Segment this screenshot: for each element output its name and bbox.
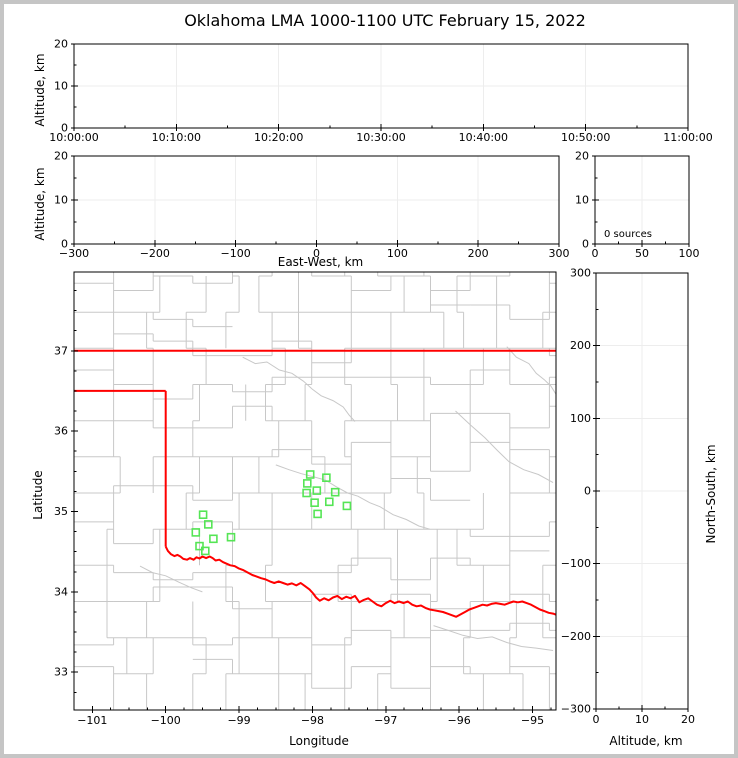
time-tick-label: 10:20:00 xyxy=(254,131,303,144)
county-boundaries xyxy=(74,272,556,710)
time-tick-label: 10:10:00 xyxy=(152,131,201,144)
altitude-tick-label: 0 xyxy=(61,122,68,135)
altitude-tick-label: 20 xyxy=(54,38,68,51)
hist-x-tick-label: 50 xyxy=(635,247,649,260)
station-marker xyxy=(330,487,340,497)
ew-tick-label: −300 xyxy=(59,247,89,260)
river-line xyxy=(506,346,556,395)
ns-y-tick-label: −200 xyxy=(561,630,591,643)
time-tick-label: 10:00:00 xyxy=(49,131,98,144)
latitude-tick-label: 34 xyxy=(54,585,68,598)
time-tick-label: 10:30:00 xyxy=(356,131,405,144)
histogram-annotation: 0 sources xyxy=(604,229,652,240)
ew-tick-label: −100 xyxy=(221,247,251,260)
river-line xyxy=(455,410,554,484)
altitude-tick-label: 10 xyxy=(54,194,68,207)
hist-y-tick-label: 20 xyxy=(575,150,589,163)
ns-y-tick-label: 0 xyxy=(584,485,591,498)
time-tick-label: 11:00:00 xyxy=(663,131,712,144)
river-line xyxy=(275,464,430,530)
station-marker xyxy=(310,498,319,508)
latitude-tick-label: 33 xyxy=(54,666,68,679)
figure-title: Oklahoma LMA 1000-1100 UTC February 15, … xyxy=(184,11,586,30)
ns-panel-ylabel: North-South, km xyxy=(704,444,718,544)
state-border-red-river xyxy=(164,546,556,618)
latitude-tick-label: 36 xyxy=(54,425,68,438)
station-marker xyxy=(302,479,312,488)
hist-x-tick-label: 0 xyxy=(592,247,599,260)
river-line xyxy=(433,625,554,651)
ns-y-tick-label: 300 xyxy=(570,267,591,280)
longitude-tick-label: −98 xyxy=(301,714,324,727)
ns-panel-xlabel: Altitude, km xyxy=(609,734,683,748)
longitude-tick-label: −101 xyxy=(77,714,107,727)
altitude-tick-label: 20 xyxy=(54,150,68,163)
ns-x-tick-label: 20 xyxy=(681,713,695,726)
station-marker xyxy=(226,532,236,542)
ew-tick-label: 300 xyxy=(549,247,570,260)
ew-tick-label: −200 xyxy=(140,247,170,260)
altitude-tick-label: 0 xyxy=(61,238,68,251)
ns-y-tick-label: −300 xyxy=(561,703,591,716)
ew-tick-label: 200 xyxy=(468,247,489,260)
station-marker xyxy=(209,534,218,544)
station-marker xyxy=(324,497,334,507)
latitude-tick-label: 35 xyxy=(54,505,68,518)
ew-tick-label: 0 xyxy=(313,247,320,260)
station-marker xyxy=(195,541,204,551)
station-marker xyxy=(313,509,322,519)
ew-tick-label: 100 xyxy=(387,247,408,260)
station-marker xyxy=(312,486,322,495)
ns-y-tick-label: −100 xyxy=(561,557,591,570)
ns-x-tick-label: 10 xyxy=(635,713,649,726)
river-line xyxy=(242,356,356,422)
station-marker xyxy=(191,528,201,537)
map-xlabel: Longitude xyxy=(289,734,349,748)
time-tick-label: 10:50:00 xyxy=(561,131,610,144)
ew-panel-ylabel: Altitude, km xyxy=(33,167,47,241)
hist-x-tick-label: 100 xyxy=(679,247,700,260)
longitude-tick-label: −97 xyxy=(374,714,397,727)
time-tick-label: 10:40:00 xyxy=(459,131,508,144)
longitude-tick-label: −95 xyxy=(521,714,544,727)
station-marker xyxy=(302,488,311,498)
ns-x-tick-label: 0 xyxy=(593,713,600,726)
station-marker xyxy=(342,501,352,511)
altitude-tick-label: 10 xyxy=(54,80,68,93)
longitude-tick-label: −99 xyxy=(227,714,250,727)
longitude-tick-label: −100 xyxy=(151,714,181,727)
ns-y-tick-label: 200 xyxy=(570,339,591,352)
station-marker xyxy=(198,510,208,520)
plot-panels: 10:00:00 10:10:00 10:20:00 10:30:00 10:40:00… xyxy=(49,38,712,728)
hist-y-tick-label: 10 xyxy=(575,194,589,207)
time-panel-ylabel: Altitude, km xyxy=(33,53,47,127)
map-ylabel: Latitude xyxy=(31,470,45,520)
latitude-tick-label: 37 xyxy=(54,344,68,357)
longitude-tick-label: −96 xyxy=(448,714,471,727)
river-line xyxy=(139,565,203,593)
hist-y-tick-label: 0 xyxy=(582,238,589,251)
station-marker xyxy=(201,546,210,556)
station-marker xyxy=(204,520,213,529)
map-content xyxy=(74,272,556,710)
station-marker xyxy=(305,470,315,479)
station-marker xyxy=(322,473,331,483)
ew-panel-xlabel: East-West, km xyxy=(277,255,364,269)
map-panel-background xyxy=(74,272,556,710)
ns-y-tick-label: 100 xyxy=(570,412,591,425)
